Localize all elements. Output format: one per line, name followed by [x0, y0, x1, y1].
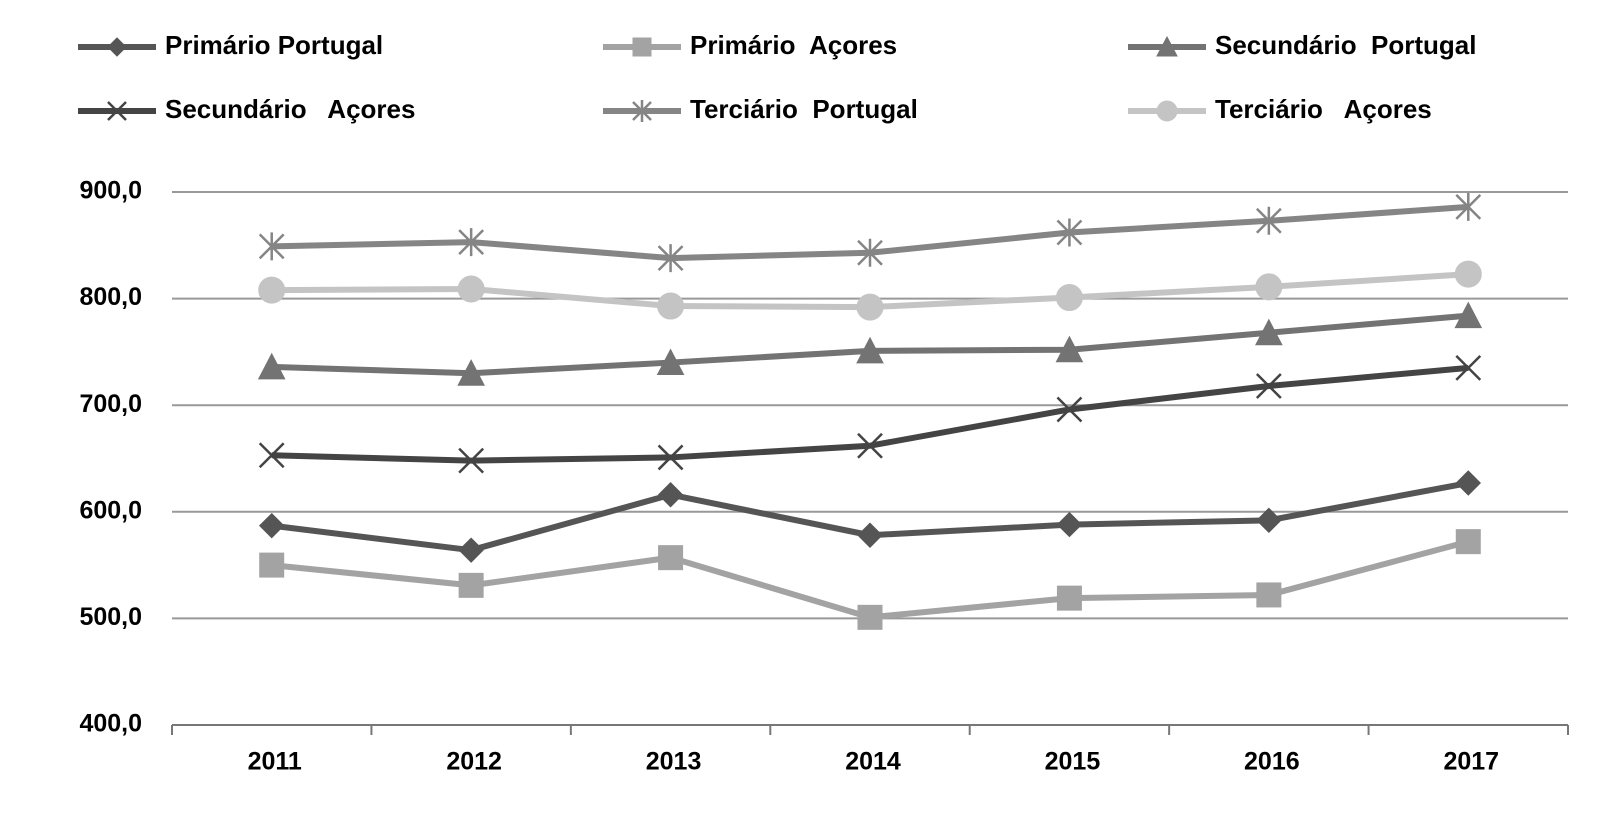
legend-marker	[632, 37, 652, 57]
marker	[1454, 301, 1483, 329]
legend-label: Terciário Açores	[1215, 94, 1432, 124]
y-tick-label: 500,0	[79, 603, 142, 631]
y-tick-label: 600,0	[79, 496, 142, 524]
y-tick-label: 400,0	[79, 710, 142, 738]
marker	[259, 552, 285, 578]
marker	[857, 604, 883, 630]
marker	[1055, 335, 1084, 363]
x-tick-label: 2015	[1045, 748, 1101, 776]
marker	[457, 275, 485, 303]
legend-marker	[107, 101, 127, 121]
y-tick-label: 900,0	[79, 177, 142, 205]
legend-label: Terciário Portugal	[690, 94, 918, 124]
y-tick-label: 700,0	[79, 390, 142, 418]
marker	[259, 512, 285, 539]
marker	[458, 572, 484, 598]
marker	[1056, 585, 1082, 611]
x-tick-label: 2012	[446, 748, 502, 776]
marker	[458, 447, 485, 474]
marker	[856, 336, 884, 364]
marker	[657, 244, 684, 273]
x-tick-label: 2013	[646, 748, 702, 776]
x-tick-label: 2011	[248, 748, 302, 776]
x-tick-label: 2016	[1244, 748, 1300, 776]
marker	[1454, 260, 1482, 288]
legend-marker	[1156, 100, 1178, 122]
marker	[1455, 355, 1482, 381]
marker	[258, 276, 286, 304]
marker	[857, 432, 883, 459]
legend-marker	[1156, 35, 1178, 57]
marker	[1455, 470, 1481, 496]
legend-label: Primário Açores	[690, 30, 897, 60]
marker	[457, 359, 485, 386]
marker	[656, 348, 685, 376]
marker	[658, 545, 684, 571]
marker	[257, 352, 286, 380]
marker	[657, 444, 684, 471]
legend-label: Secundário Açores	[165, 94, 415, 124]
marker	[1055, 284, 1083, 312]
marker	[458, 537, 484, 563]
legend-marker	[107, 37, 127, 57]
marker	[1255, 206, 1282, 235]
marker	[657, 292, 685, 320]
marker	[1255, 373, 1282, 399]
legend-label: Primário Portugal	[165, 30, 383, 60]
marker	[1056, 396, 1083, 423]
legend-label: Secundário Portugal	[1215, 30, 1477, 60]
x-tick-label: 2014	[845, 748, 901, 776]
marker	[458, 228, 485, 257]
marker	[1255, 273, 1283, 301]
marker	[1455, 192, 1482, 221]
marker	[258, 442, 285, 469]
marker	[1256, 507, 1282, 534]
marker	[258, 232, 285, 261]
marker	[657, 482, 684, 508]
marker	[1255, 318, 1283, 346]
marker	[1056, 218, 1083, 247]
marker	[1056, 511, 1083, 538]
marker	[856, 293, 884, 321]
marker	[1256, 582, 1282, 608]
marker	[1455, 529, 1481, 555]
y-tick-label: 800,0	[79, 283, 142, 311]
legend-marker	[632, 100, 652, 122]
marker	[857, 522, 883, 548]
x-tick-label: 2017	[1443, 748, 1499, 776]
marker	[857, 238, 883, 267]
